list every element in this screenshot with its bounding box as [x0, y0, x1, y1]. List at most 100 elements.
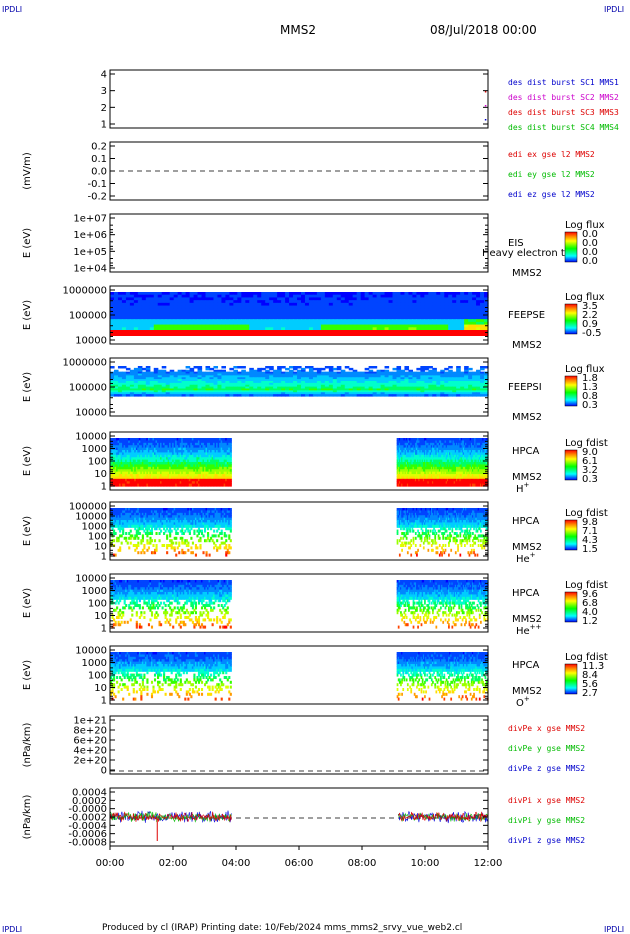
legend-entry: divPe y gse MMS2 [508, 744, 585, 753]
species-label: He++ [516, 623, 542, 637]
date-title: 08/Jul/2018 00:00 [430, 23, 537, 37]
y-tick-label: 1 [101, 120, 107, 131]
legend-entry: des dist burst SC2 MMS2 [508, 93, 619, 102]
colorbar [564, 303, 578, 335]
y-tick-label: 1e+04 [73, 264, 107, 275]
y-tick-label: -0.0008 [68, 838, 107, 849]
y-tick-label: 8e+20 [73, 726, 107, 737]
panel-2: 0.20.1 0.0-0.1 -0.2 (mV/m) edi ex gse l2 MMS… [22, 141, 595, 203]
y-axis-label: E (eV) [22, 228, 33, 258]
colorbar-tick-label: 4.0 [582, 607, 598, 618]
x-tick-label: 08:00 [348, 858, 377, 869]
y-tick-label: 1 [101, 552, 107, 563]
colorbar-tick-label: 6.1 [582, 456, 598, 467]
y-tick-label: 10000 [75, 408, 107, 419]
y-tick-label: 0.0002 [72, 796, 107, 807]
colorbar-tick-label: 4.3 [582, 535, 598, 546]
spacecraft-label: MMS2 [512, 614, 542, 625]
panel-frame [109, 501, 489, 561]
y-axis-label: E (eV) [22, 588, 33, 618]
y-tick-label: -0.2 [87, 192, 107, 203]
y-tick-label: 10 [94, 542, 107, 553]
colorbar-title: Log flux [565, 220, 605, 231]
colorbar [564, 449, 578, 481]
y-tick-label: 10000 [75, 512, 107, 523]
legend-entry: edi ey gse l2 MMS2 [508, 170, 595, 179]
y-tick-label: 1 [101, 624, 107, 635]
colorbar [564, 519, 578, 551]
colorbar-tick-label: 9.8 [582, 517, 598, 528]
y-tick-label: 4e+20 [73, 746, 107, 757]
y-tick-label: 1 [101, 482, 107, 493]
colorbar-title: Log fdist [565, 580, 608, 591]
colorbar-tick-label: 0.0 [582, 229, 598, 240]
legend-entry: des dist burst SC1 MMS1 [508, 78, 619, 87]
corner-label-top-left: IPDLI [2, 5, 22, 14]
y-axis-label: E (eV) [22, 446, 33, 476]
y-tick-label: 10 [94, 683, 107, 694]
spacecraft-title: MMS2 [280, 23, 316, 37]
colorbar-tick-label: 3.5 [582, 301, 598, 312]
colorbar-title: Log fdist [565, 652, 608, 663]
y-tick-label: -0.0006 [68, 829, 107, 840]
spectrogram [110, 366, 489, 397]
colorbar-tick-label: 1.5 [582, 544, 598, 555]
colorbar-tick-label: 9.6 [582, 589, 598, 600]
colorbar-tick-label: 1.3 [582, 382, 598, 393]
y-axis-label: (nPa/km) [22, 795, 33, 840]
y-tick-label: 2e+20 [73, 756, 107, 767]
legend-entry: divPi z gse MMS2 [508, 836, 585, 845]
colorbar-title: Log flux [565, 364, 605, 375]
y-tick-label: 1e+06 [73, 230, 107, 241]
y-axis-label: E (eV) [22, 516, 33, 546]
spectrogram [110, 438, 489, 487]
colorbar-tick-label: -0.5 [582, 328, 602, 339]
instrument-label: HPCA [512, 516, 540, 527]
panel-frame [109, 715, 489, 775]
y-tick-label: -0.0000 [68, 804, 107, 815]
corner-label-top-right: IPDLI [604, 5, 624, 14]
y-axis-label: E (eV) [22, 660, 33, 690]
species-label: H+ [516, 481, 530, 495]
legend-entry: divPi x gse MMS2 [508, 796, 585, 805]
spacecraft-label: MMS2 [512, 472, 542, 483]
colorbar-tick-label: 3.2 [582, 465, 598, 476]
panel-frame [109, 69, 489, 129]
legend-entry: des dist burst SC3 MMS3 [508, 108, 619, 117]
colorbar-tick-label: 0.9 [582, 319, 598, 330]
y-tick-label: 10000 [75, 646, 107, 657]
overlay-label: Heavy electron to [482, 248, 571, 259]
y-tick-label: 1000000 [62, 286, 107, 297]
x-tick-label: 10:00 [411, 858, 440, 869]
colorbar-tick-label: 1.8 [582, 373, 598, 384]
legend-entry: divPi y gse MMS2 [508, 816, 585, 825]
series-line [109, 811, 232, 822]
y-tick-label: 1e+05 [73, 247, 107, 258]
colorbar [564, 375, 578, 407]
y-tick-label: 1000000 [62, 358, 107, 369]
y-tick-label: 10 [94, 611, 107, 622]
panel-11: 0.00040.0002-0.0000-0.0002-0.0004-0.0006… [22, 787, 585, 849]
y-tick-label: 1000 [82, 658, 107, 669]
corner-label-bottom-right: IPDLI [604, 925, 624, 934]
colorbar-tick-label: 7.1 [582, 526, 598, 537]
footer-credit: Produced by cl (IRAP) Printing date: 10/… [102, 923, 462, 933]
instrument-label: FEEPSI [508, 382, 542, 393]
spacecraft-label: MMS2 [512, 412, 542, 423]
y-tick-label: 10000 [75, 336, 107, 347]
colorbar-tick-label: 11.3 [582, 661, 604, 672]
y-tick-label: 1000 [82, 444, 107, 455]
colorbar-tick-label: 0.3 [582, 400, 598, 411]
y-tick-label: 100 [88, 671, 107, 682]
spectrogram [110, 292, 489, 331]
colorbar-tick-label: 0.3 [582, 474, 598, 485]
y-tick-label: 1e+07 [73, 214, 107, 225]
instrument-label: FEEPSE [508, 310, 545, 321]
y-tick-label: 0.0004 [72, 788, 107, 799]
y-tick-label: 3 [101, 86, 107, 97]
x-tick-label: 12:00 [474, 858, 503, 869]
spectrogram-band [110, 330, 488, 336]
y-tick-label: 10000 [75, 574, 107, 585]
